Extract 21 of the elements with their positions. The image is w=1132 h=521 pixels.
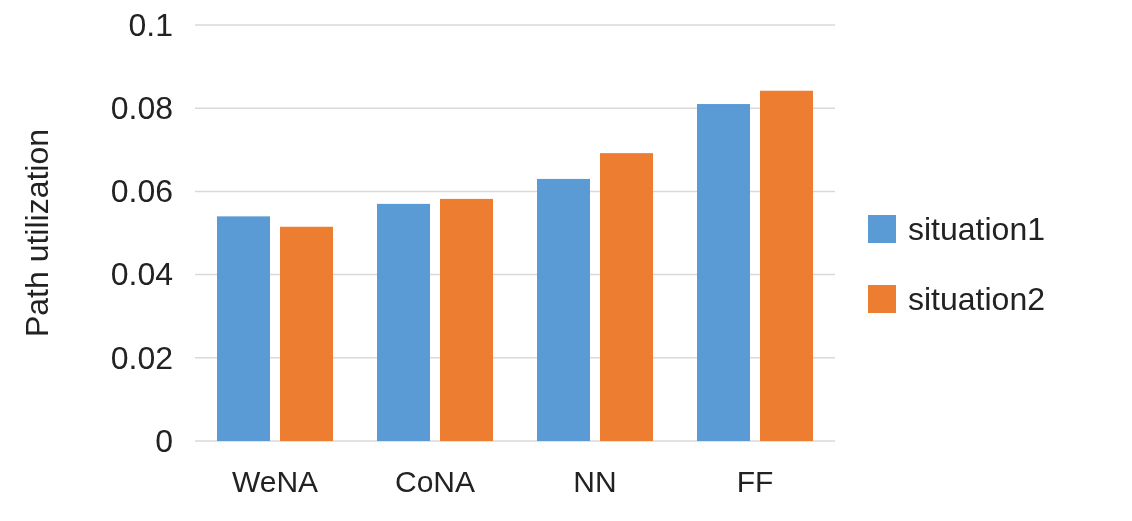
bar — [537, 178, 590, 441]
bar — [760, 90, 813, 441]
y-tick-label: 0.06 — [110, 173, 173, 210]
y-tick-label: 0.08 — [110, 89, 173, 126]
y-axis-title: Path utilization — [19, 128, 55, 338]
bar — [697, 104, 750, 441]
x-tick-label: WeNA — [231, 465, 319, 499]
y-tick-label: 0.04 — [110, 256, 173, 293]
y-tick-label: 0.02 — [110, 339, 173, 376]
bar — [600, 153, 653, 441]
legend-label: situation1 — [908, 211, 1045, 247]
bar — [217, 216, 270, 441]
x-tick-label: CoNA — [394, 465, 476, 499]
bar — [280, 226, 333, 441]
bar — [377, 203, 430, 441]
x-tick-label: FF — [736, 465, 774, 499]
x-tick-label: NN — [573, 465, 617, 499]
bar — [440, 198, 493, 441]
y-tick-label: 0.1 — [128, 6, 173, 43]
legend-label: situation2 — [908, 281, 1045, 317]
y-tick-label: 0 — [155, 422, 173, 459]
